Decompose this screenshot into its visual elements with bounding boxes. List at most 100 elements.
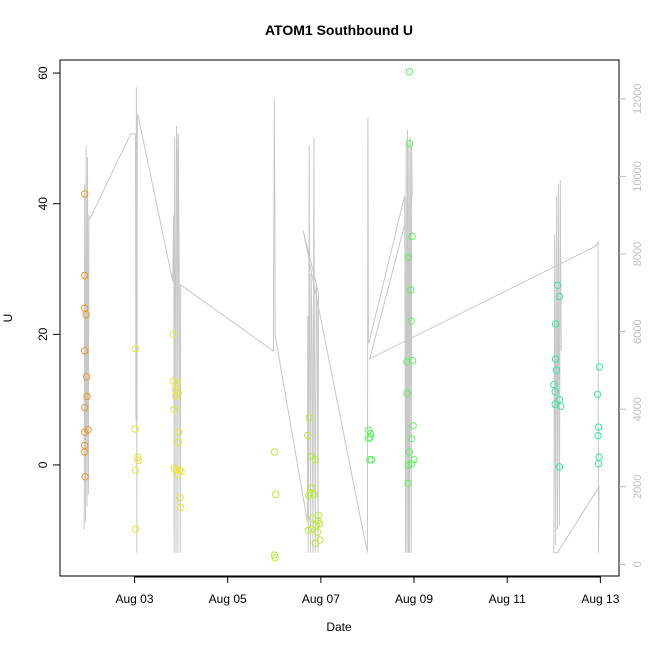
y-tick-label: 20 [36, 327, 50, 341]
line-layer [83, 87, 600, 554]
data-point [81, 473, 89, 481]
data-point [594, 460, 603, 468]
data-point [82, 311, 90, 319]
data-point [271, 554, 279, 562]
y2-tick-label: 10000 [632, 161, 644, 192]
data-point [593, 390, 602, 399]
data-point [557, 402, 565, 410]
data-point [83, 392, 91, 401]
data-point [81, 190, 89, 198]
data-point [404, 253, 413, 261]
data-point [366, 433, 374, 442]
data-point [408, 356, 417, 365]
x-tick-label: Aug 03 [116, 592, 154, 606]
data-point [175, 428, 183, 436]
data-point [410, 456, 418, 464]
data-point [409, 422, 417, 430]
data-point [553, 281, 562, 289]
data-point [550, 380, 558, 389]
data-point [304, 431, 312, 440]
y2-tick-label: 6000 [632, 319, 644, 343]
data-point [131, 525, 140, 533]
data-point [403, 358, 411, 366]
x-axis: Aug 03 Aug 05 Aug 07 Aug 09 Aug 11 Aug 13 [116, 576, 620, 606]
data-point [81, 448, 89, 456]
y2-tick-label: 12000 [632, 84, 644, 115]
x-tick-label: Aug 05 [209, 592, 247, 606]
data-point [551, 388, 559, 396]
data-point [177, 503, 185, 512]
data-point [305, 492, 313, 500]
data-point [314, 511, 323, 519]
data-point [595, 363, 604, 371]
y-axis: 0 20 40 60 [36, 66, 61, 468]
y-tick-label: 60 [36, 66, 50, 80]
data-point [311, 456, 319, 464]
data-point [312, 521, 320, 529]
data-point [272, 490, 280, 499]
data-point [405, 139, 414, 148]
data-point [307, 525, 316, 533]
data-point [407, 317, 415, 325]
data-point [552, 366, 561, 374]
data-point [405, 68, 414, 76]
data-point [403, 389, 411, 397]
y-tick-label: 40 [36, 197, 50, 211]
data-point [407, 286, 415, 294]
data-point [131, 345, 140, 353]
data-point [315, 520, 324, 528]
data-point [404, 461, 413, 469]
data-point [134, 453, 142, 461]
data-point [170, 405, 178, 414]
data-point [171, 392, 180, 401]
data-point [408, 232, 416, 241]
x-tick-label: Aug 09 [395, 592, 433, 606]
data-point [170, 377, 178, 386]
y2-tick-label: 2000 [632, 475, 644, 499]
data-point [555, 463, 564, 471]
y2-tick-label: 0 [632, 561, 644, 567]
data-point [81, 271, 89, 280]
data-point [176, 493, 184, 502]
data-point [270, 448, 278, 456]
data-point [305, 414, 313, 422]
data-point [367, 456, 376, 464]
data-point [172, 465, 181, 474]
data-point [81, 428, 89, 436]
data-point [174, 471, 182, 479]
data-point [408, 435, 416, 443]
chart-title: ATOM1 Southbound U [265, 22, 413, 38]
data-point [81, 347, 89, 355]
x-tick-label: Aug 11 [489, 592, 526, 606]
data-point [307, 484, 316, 492]
y2-tick-label: 8000 [632, 242, 644, 266]
data-point [405, 448, 414, 456]
data-point [134, 456, 143, 465]
data-point [408, 460, 416, 468]
data-point [594, 431, 602, 440]
series-line [83, 87, 600, 554]
data-point [131, 466, 140, 474]
x-tick-label: Aug 07 [302, 592, 340, 606]
x-tick-label: Aug 13 [581, 592, 619, 606]
y-tick-label: 0 [36, 461, 50, 468]
data-point [81, 403, 89, 412]
data-point [311, 539, 319, 547]
data-point [174, 438, 183, 446]
data-point [313, 528, 322, 536]
data-point [175, 466, 184, 474]
y-axis-label: U [1, 314, 15, 323]
data-point [131, 425, 139, 433]
x-axis-label: Date [326, 620, 352, 634]
data-point [169, 330, 177, 338]
data-point [551, 355, 560, 363]
data-point [364, 435, 373, 443]
data-point [170, 464, 179, 472]
data-point [304, 526, 312, 534]
y2-axis: 0 2000 4000 6000 8000 10000 12000 [619, 84, 644, 567]
data-point [310, 490, 318, 499]
point-layer [81, 68, 604, 562]
data-point [404, 479, 412, 487]
y2-tick-label: 4000 [632, 397, 644, 421]
